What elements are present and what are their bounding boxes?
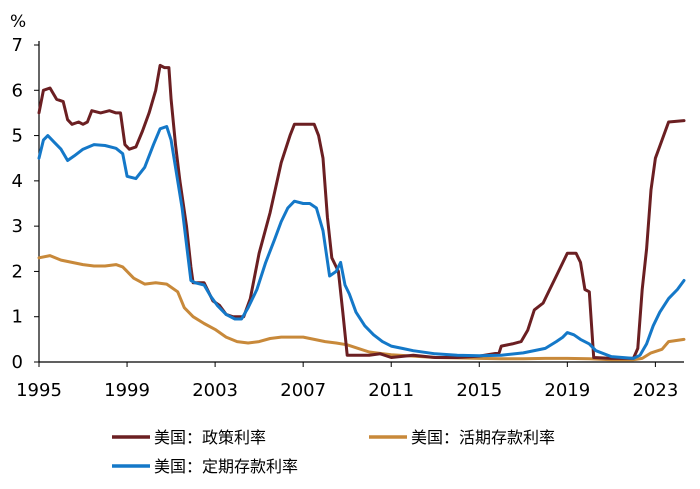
y-tick-label: 5 <box>12 126 23 147</box>
x-tick-label: 2023 <box>632 380 678 401</box>
x-tick-label: 1995 <box>16 380 62 401</box>
y-tick-label: 7 <box>12 35 23 56</box>
x-tick-label: 2003 <box>192 380 238 401</box>
y-tick-label: 4 <box>12 171 23 192</box>
y-tick-label: 1 <box>12 307 23 328</box>
x-tick-label: 2015 <box>456 380 502 401</box>
y-tick-labels: 0 1 2 3 4 5 6 7 <box>12 35 39 373</box>
legend-label-0: 美国：政策利率 <box>154 428 266 447</box>
y-tick-label: 2 <box>12 261 23 282</box>
series-line-1 <box>37 254 686 362</box>
legend-label-2: 美国：定期存款利率 <box>154 457 298 476</box>
y-tick-label: 0 <box>12 352 23 373</box>
x-tick-label: 2011 <box>368 380 414 401</box>
legend-label-1: 美国：活期存款利率 <box>411 428 555 447</box>
y-tick-label: 3 <box>12 216 23 237</box>
series-line-2 <box>37 125 686 360</box>
series-lines <box>37 63 686 362</box>
y-tick-label: 6 <box>12 80 23 101</box>
x-tick-label: 2007 <box>280 380 326 401</box>
axes <box>38 41 684 363</box>
x-tick-label: 2019 <box>544 380 590 401</box>
x-tick-label: 1999 <box>104 380 150 401</box>
x-tick-labels: 1995 1999 2003 2007 2011 2015 2019 2023 <box>16 362 678 401</box>
y-axis-unit-label: % <box>10 12 26 32</box>
series-line-0 <box>37 63 686 360</box>
